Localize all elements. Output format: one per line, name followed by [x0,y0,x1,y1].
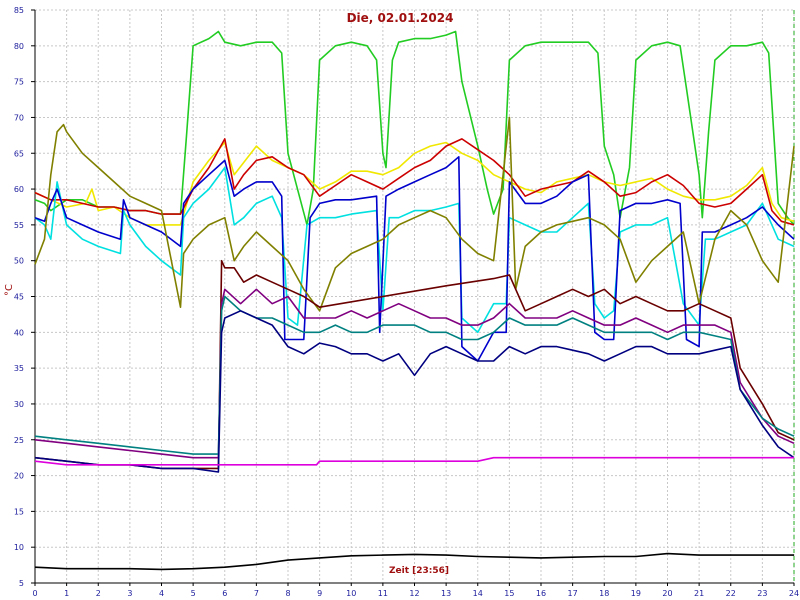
series-line-1 [34,30,795,226]
x-tick-label: 2 [96,589,101,598]
x-tick-label: 16 [536,589,546,598]
chart-title: Die, 02.01.2024 [347,11,454,25]
x-tick-label: 10 [346,589,356,598]
series-line-4 [34,166,795,334]
x-tick-label: 17 [568,589,578,598]
x-tick-label: 8 [285,589,290,598]
y-tick-label: 80 [14,42,24,51]
series-line-3 [34,138,795,226]
x-tick-label: 19 [631,589,641,598]
series-line-12 [34,552,794,571]
x-tick-label: 14 [473,589,483,598]
y-tick-label: 45 [14,293,24,302]
y-tick-label: 25 [14,436,24,445]
series-line-7 [34,259,795,470]
x-tick-label: 7 [254,589,259,598]
y-tick-label: 40 [14,328,24,337]
series-line-2 [34,141,795,226]
series-line-9 [34,295,795,455]
y-tick-label: 35 [14,364,24,373]
x-tick-label: 18 [599,589,609,598]
y-tick-label: 75 [14,78,24,87]
x-tick-label: 21 [694,589,704,598]
x-tick-label: 1 [64,589,69,598]
axes [31,9,795,586]
y-tick-label: 55 [14,221,24,230]
tick-labels: 0 1 2 3 4 5 6 7 8 9 10 11 12 13 14 15 16 17 18 19 20 21 22 23 24… [14,6,799,598]
series-line-10 [34,310,795,473]
y-axis-label: °C [4,284,15,296]
x-tick-label: 22 [726,589,736,598]
x-tick-label: 13 [441,589,451,598]
x-axis-label: Zeit [23:56] [389,566,449,576]
y-tick-label: 65 [14,149,24,158]
x-tick-label: 12 [409,589,419,598]
grid [34,9,795,584]
x-tick-label: 9 [317,589,322,598]
series-group [34,30,795,571]
x-tick-label: 20 [662,589,672,598]
y-tick-label: 70 [14,113,24,122]
series-line-8 [34,288,795,459]
x-tick-label: 11 [378,589,388,598]
x-tick-label: 4 [159,589,164,598]
y-tick-label: 10 [14,543,24,552]
series-line-11 [34,456,794,466]
x-tick-label: 0 [32,589,37,598]
y-tick-label: 5 [19,579,24,588]
x-tick-label: 15 [504,589,514,598]
y-tick-label: 85 [14,6,24,15]
x-tick-label: 5 [191,589,196,598]
series-line-5 [34,156,795,362]
y-tick-label: 30 [14,400,24,409]
x-tick-label: 3 [127,589,132,598]
y-tick-label: 60 [14,185,24,194]
series-line-6 [34,116,795,312]
y-tick-label: 50 [14,257,24,266]
x-tick-label: 23 [757,589,767,598]
x-tick-label: 6 [222,589,227,598]
y-tick-label: 20 [14,472,24,481]
x-tick-label: 24 [789,589,799,598]
y-tick-label: 15 [14,507,24,516]
